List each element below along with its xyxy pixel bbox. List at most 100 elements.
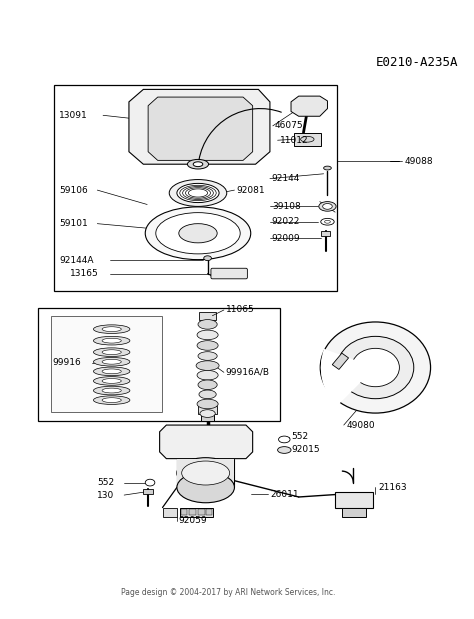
Ellipse shape bbox=[102, 338, 121, 343]
Text: 99916: 99916 bbox=[52, 358, 81, 367]
Bar bbox=[198, 508, 205, 515]
Ellipse shape bbox=[93, 386, 130, 395]
FancyBboxPatch shape bbox=[211, 268, 247, 279]
Ellipse shape bbox=[102, 350, 121, 355]
Ellipse shape bbox=[177, 472, 235, 503]
Ellipse shape bbox=[197, 330, 218, 340]
Ellipse shape bbox=[321, 219, 334, 225]
Ellipse shape bbox=[198, 319, 217, 329]
Text: 92081: 92081 bbox=[237, 186, 265, 194]
Bar bbox=[198, 406, 217, 413]
Ellipse shape bbox=[278, 447, 291, 453]
Text: 39108: 39108 bbox=[272, 202, 301, 211]
Bar bbox=[321, 232, 330, 236]
Text: 11065: 11065 bbox=[226, 306, 255, 314]
Bar bbox=[342, 508, 366, 517]
Ellipse shape bbox=[197, 370, 218, 380]
Text: 99916A/B: 99916A/B bbox=[226, 368, 270, 377]
Text: 59101: 59101 bbox=[59, 219, 88, 228]
Text: 21163: 21163 bbox=[378, 483, 407, 492]
Bar bbox=[206, 508, 212, 515]
Ellipse shape bbox=[198, 352, 217, 360]
Ellipse shape bbox=[200, 410, 215, 417]
Bar bbox=[199, 312, 216, 319]
Ellipse shape bbox=[177, 457, 235, 488]
Text: 26011: 26011 bbox=[270, 490, 299, 499]
Bar bbox=[38, 308, 280, 421]
Ellipse shape bbox=[145, 207, 251, 259]
Bar bbox=[294, 132, 321, 146]
Ellipse shape bbox=[93, 336, 130, 345]
Ellipse shape bbox=[204, 256, 211, 261]
Text: Page design © 2004-2017 by ARI Network Services, Inc.: Page design © 2004-2017 by ARI Network S… bbox=[121, 589, 336, 597]
Ellipse shape bbox=[351, 348, 400, 387]
Text: 92144: 92144 bbox=[272, 174, 300, 183]
Ellipse shape bbox=[197, 399, 218, 409]
Ellipse shape bbox=[196, 361, 219, 370]
Wedge shape bbox=[321, 349, 375, 406]
Ellipse shape bbox=[93, 396, 130, 404]
Polygon shape bbox=[291, 96, 328, 116]
Polygon shape bbox=[129, 89, 270, 164]
Ellipse shape bbox=[145, 479, 155, 486]
Bar bbox=[335, 492, 374, 508]
Ellipse shape bbox=[187, 160, 209, 169]
Bar bbox=[143, 490, 153, 494]
Ellipse shape bbox=[177, 183, 219, 202]
Ellipse shape bbox=[319, 202, 336, 211]
Ellipse shape bbox=[320, 322, 430, 413]
Text: 92144A: 92144A bbox=[59, 256, 93, 264]
Text: 59106: 59106 bbox=[59, 186, 88, 194]
Text: 11012: 11012 bbox=[280, 136, 308, 145]
Ellipse shape bbox=[325, 220, 330, 223]
Text: E0210-A235A: E0210-A235A bbox=[375, 56, 458, 69]
Text: 92015: 92015 bbox=[291, 444, 319, 454]
Polygon shape bbox=[148, 97, 253, 160]
Ellipse shape bbox=[169, 180, 227, 206]
Ellipse shape bbox=[323, 204, 332, 209]
Ellipse shape bbox=[93, 348, 130, 357]
Bar bbox=[51, 316, 162, 412]
Text: 552: 552 bbox=[291, 432, 308, 441]
Bar bbox=[163, 508, 177, 517]
Ellipse shape bbox=[102, 327, 121, 332]
Ellipse shape bbox=[102, 379, 121, 383]
Bar bbox=[180, 508, 213, 517]
Bar bbox=[177, 459, 235, 487]
Text: 13165: 13165 bbox=[71, 269, 99, 278]
Polygon shape bbox=[160, 425, 253, 459]
Ellipse shape bbox=[182, 461, 229, 485]
Ellipse shape bbox=[199, 390, 216, 399]
Ellipse shape bbox=[102, 398, 121, 402]
Ellipse shape bbox=[324, 166, 331, 170]
Bar bbox=[201, 413, 214, 421]
Ellipse shape bbox=[301, 136, 314, 142]
Ellipse shape bbox=[156, 213, 240, 254]
Text: 49080: 49080 bbox=[346, 420, 375, 430]
Ellipse shape bbox=[193, 162, 203, 167]
Ellipse shape bbox=[197, 340, 218, 350]
Text: ARI: ARI bbox=[173, 329, 284, 386]
Ellipse shape bbox=[102, 388, 121, 393]
Ellipse shape bbox=[198, 380, 217, 389]
Text: 92022: 92022 bbox=[272, 217, 300, 227]
Text: 13091: 13091 bbox=[59, 111, 88, 120]
Text: 92009: 92009 bbox=[272, 233, 301, 243]
Ellipse shape bbox=[93, 325, 130, 334]
Ellipse shape bbox=[337, 336, 414, 399]
Text: 92059: 92059 bbox=[179, 516, 208, 526]
Text: 130: 130 bbox=[97, 491, 115, 500]
Ellipse shape bbox=[102, 369, 121, 374]
Ellipse shape bbox=[279, 436, 290, 443]
Text: 552: 552 bbox=[97, 478, 114, 487]
Ellipse shape bbox=[93, 376, 130, 385]
Ellipse shape bbox=[93, 357, 130, 366]
Ellipse shape bbox=[179, 223, 217, 243]
Ellipse shape bbox=[93, 367, 130, 376]
Ellipse shape bbox=[102, 360, 121, 364]
Bar bbox=[54, 85, 337, 291]
Bar bbox=[181, 508, 187, 515]
Polygon shape bbox=[332, 353, 348, 370]
Bar bbox=[189, 508, 196, 515]
Text: 49088: 49088 bbox=[404, 157, 433, 166]
